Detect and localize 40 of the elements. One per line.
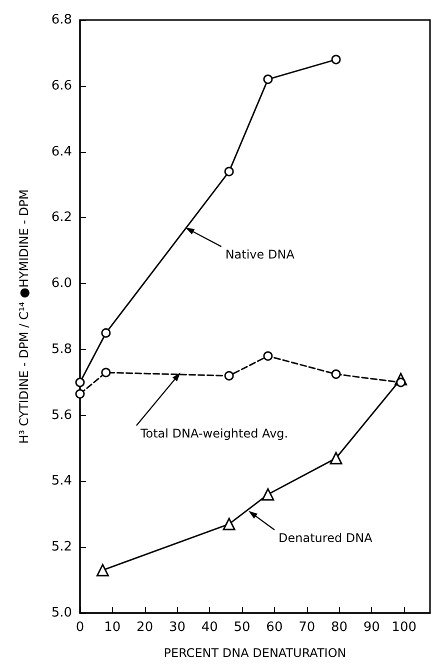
point	[262, 488, 274, 501]
x-tick-label: 100	[392, 620, 416, 635]
y-tick-label: 5.2	[51, 540, 72, 555]
point	[224, 166, 234, 176]
point	[331, 54, 341, 64]
x-tick-label: 70	[298, 620, 316, 635]
x-tick-label: 30	[168, 620, 186, 635]
y-tick-label: 6.8	[51, 12, 72, 28]
point	[101, 328, 111, 338]
point	[330, 452, 342, 464]
x-tick-label: 10	[104, 620, 121, 635]
x-tick-label: 20	[136, 620, 154, 635]
y-tick-label: 6.0	[51, 276, 72, 292]
y-tick-label: 6.4	[51, 144, 72, 160]
x-tick-label: 40	[201, 620, 218, 635]
y-tick-label: 5.6	[51, 408, 72, 423]
annotation: Native DNA	[225, 248, 296, 262]
point	[331, 369, 341, 379]
y-tick-label: 5.0	[51, 606, 72, 620]
x-tick-label: 50	[234, 620, 250, 635]
x-tick-label: 60	[266, 620, 283, 635]
point	[263, 351, 273, 361]
x-tick-label: 0	[76, 620, 84, 635]
point	[75, 378, 85, 388]
annotation: Denatured DNA	[278, 530, 374, 545]
point	[263, 74, 273, 84]
y-tick-label: 6.2	[51, 210, 72, 226]
point	[96, 564, 109, 576]
x-tick-label: 90	[363, 620, 380, 635]
x-axis-title: PERCENT DNA DENATURATION	[164, 646, 346, 660]
point	[101, 368, 111, 378]
y-axis-title: H³ CYTIDINE - DPM / C¹⁴ ●HYMIDINE - DPM	[17, 189, 31, 444]
y-tick-label: 6.6	[51, 78, 72, 94]
annotation: Total DNA-weighted Avg.	[139, 426, 288, 441]
y-tick-label: 5.8	[51, 342, 72, 357]
point	[224, 371, 234, 381]
x-tick-label: 80	[330, 620, 348, 635]
point	[75, 389, 85, 399]
point	[222, 518, 236, 530]
y-tick-label: 5.4	[51, 474, 72, 489]
